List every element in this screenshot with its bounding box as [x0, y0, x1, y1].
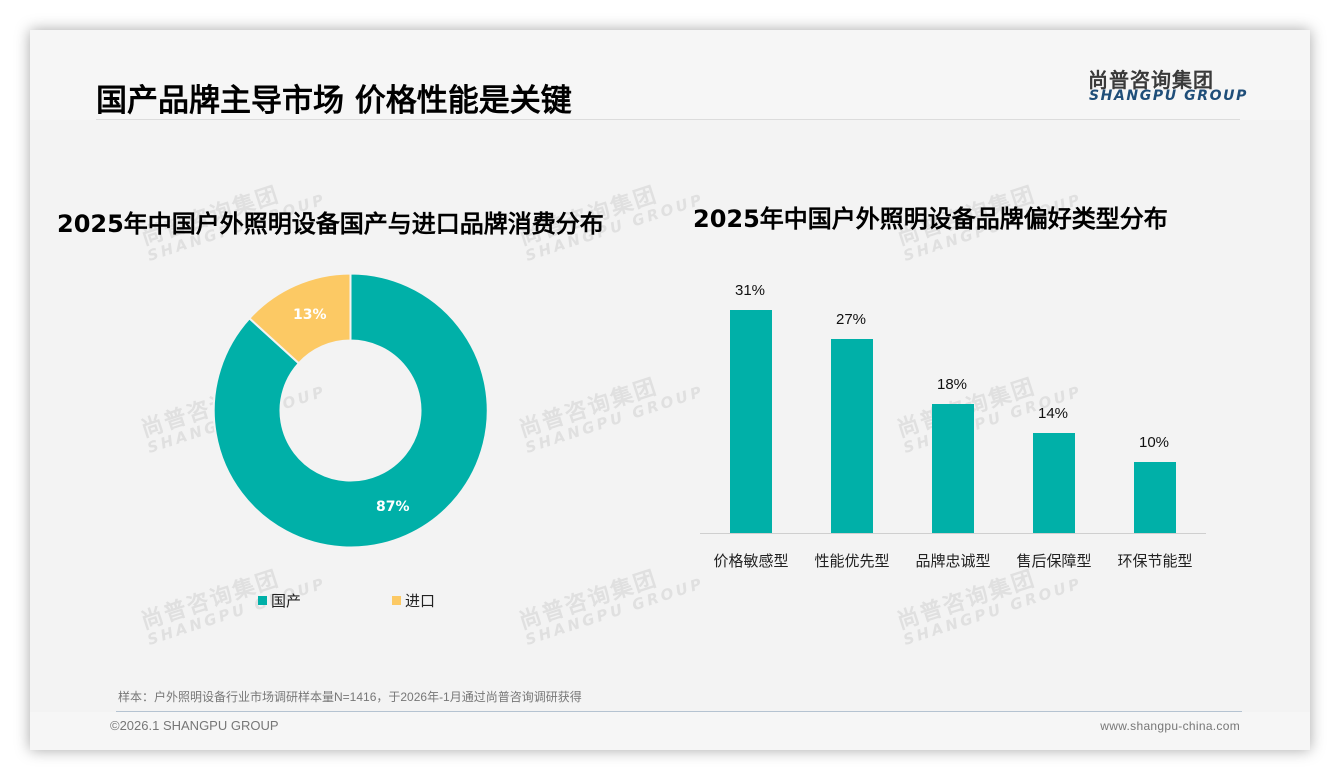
- footer-divider: [116, 711, 1242, 712]
- bar-brand-loyal: [932, 404, 974, 533]
- donut-chart-title: 2025年中国户外照明设备国产与进口品牌消费分布: [57, 210, 604, 238]
- legend-item-domestic: 国产: [258, 590, 301, 611]
- x-axis-line: [700, 533, 1206, 534]
- donut-svg: [212, 272, 489, 549]
- donut-slice-domestic: [212, 272, 489, 549]
- bar-category: 性能优先型: [814, 553, 890, 570]
- donut-chart: 13% 87%: [212, 272, 489, 549]
- donut-label-domestic: 87%: [376, 499, 410, 515]
- legend-label: 国产: [271, 593, 302, 610]
- bar-chart-title: 2025年中国户外照明设备品牌偏好类型分布: [693, 205, 1168, 233]
- footer-band: [30, 712, 1310, 750]
- bar-value: 18%: [936, 376, 968, 393]
- bar-category: 售后保障型: [1016, 553, 1092, 570]
- logo-chinese: 尚普咨询集团: [1088, 68, 1214, 92]
- bar-category: 环保节能型: [1117, 553, 1193, 570]
- bar-performance-first: [831, 339, 873, 533]
- logo-english: SHANGPU GROUP: [1089, 88, 1248, 104]
- copyright: ©2026.1 SHANGPU GROUP: [110, 718, 279, 733]
- legend-label: 进口: [405, 593, 436, 610]
- bar-value: 14%: [1037, 405, 1069, 422]
- page-title: 国产品牌主导市场 价格性能是关键: [96, 83, 572, 119]
- bar-eco-friendly: [1134, 462, 1176, 533]
- bar-value: 10%: [1138, 434, 1170, 451]
- title-divider: [96, 119, 1240, 120]
- legend-item-imported: 进口: [392, 590, 435, 611]
- donut-label-imported: 13%: [293, 307, 327, 323]
- bar-value: 27%: [835, 311, 867, 328]
- legend-swatch-teal: [258, 596, 267, 605]
- bar-after-sales: [1033, 433, 1075, 533]
- website-link[interactable]: www.shangpu-china.com: [1100, 719, 1240, 733]
- bar-value: 31%: [734, 282, 766, 299]
- bar-category: 价格敏感型: [713, 553, 789, 570]
- bar-category: 品牌忠诚型: [915, 553, 991, 570]
- sample-note: 样本：户外照明设备行业市场调研样本量N=1416，于2026年-1月通过尚普咨询…: [118, 690, 582, 704]
- header-band: [30, 30, 1310, 120]
- donut-slice-imported: [247, 272, 352, 365]
- slide: 尚普咨询集团 SHANGPU GROUP 尚普咨询集团 SHANGPU GROUP …: [30, 30, 1310, 750]
- legend-swatch-yellow: [392, 596, 401, 605]
- bar-price-sensitive: [730, 310, 772, 533]
